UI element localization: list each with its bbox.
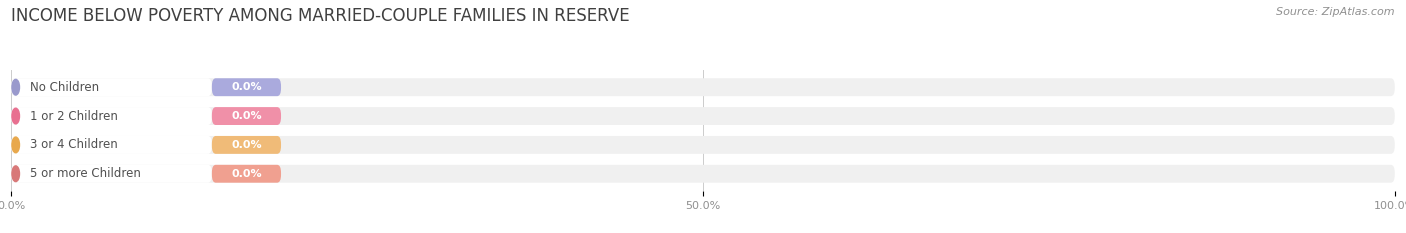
FancyBboxPatch shape	[11, 107, 1395, 125]
FancyBboxPatch shape	[11, 165, 212, 183]
Circle shape	[11, 137, 20, 153]
Circle shape	[11, 108, 20, 124]
FancyBboxPatch shape	[212, 107, 281, 125]
FancyBboxPatch shape	[11, 165, 1395, 183]
Text: 0.0%: 0.0%	[231, 111, 262, 121]
Text: 0.0%: 0.0%	[231, 169, 262, 179]
Text: 0.0%: 0.0%	[231, 140, 262, 150]
FancyBboxPatch shape	[11, 136, 212, 154]
Text: No Children: No Children	[30, 81, 98, 94]
FancyBboxPatch shape	[11, 78, 1395, 96]
Text: 3 or 4 Children: 3 or 4 Children	[30, 138, 118, 151]
Text: 1 or 2 Children: 1 or 2 Children	[30, 110, 118, 123]
FancyBboxPatch shape	[11, 78, 212, 96]
FancyBboxPatch shape	[212, 78, 281, 96]
Text: Source: ZipAtlas.com: Source: ZipAtlas.com	[1277, 7, 1395, 17]
FancyBboxPatch shape	[11, 136, 1395, 154]
Text: 5 or more Children: 5 or more Children	[30, 167, 141, 180]
FancyBboxPatch shape	[11, 107, 212, 125]
Text: 0.0%: 0.0%	[231, 82, 262, 92]
FancyBboxPatch shape	[212, 165, 281, 183]
Circle shape	[11, 79, 20, 95]
Circle shape	[11, 166, 20, 182]
FancyBboxPatch shape	[212, 136, 281, 154]
Text: INCOME BELOW POVERTY AMONG MARRIED-COUPLE FAMILIES IN RESERVE: INCOME BELOW POVERTY AMONG MARRIED-COUPL…	[11, 7, 630, 25]
